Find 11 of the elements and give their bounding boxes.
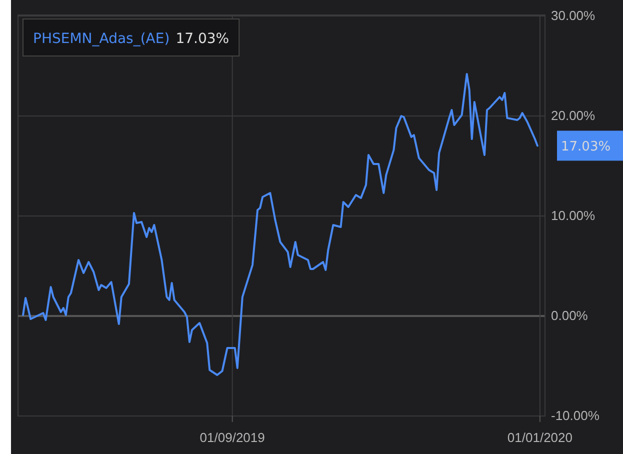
y-tick-label: 20.00% xyxy=(551,108,596,124)
y-tick-label: -10.00% xyxy=(551,408,600,424)
y-tick-label: 10.00% xyxy=(551,208,596,224)
x-tick-label: 01/01/2020 xyxy=(507,430,572,445)
text: 17.03% xyxy=(176,30,230,47)
line-series xyxy=(22,73,538,376)
x-tick-label: 01/09/2019 xyxy=(200,430,265,445)
data-label: 17.03% xyxy=(561,139,611,154)
y-tick-label: 30.00% xyxy=(551,8,596,24)
y-tick-label: 0.00% xyxy=(551,308,588,324)
text: PHSEMN_Adas_(AE) xyxy=(33,30,170,47)
